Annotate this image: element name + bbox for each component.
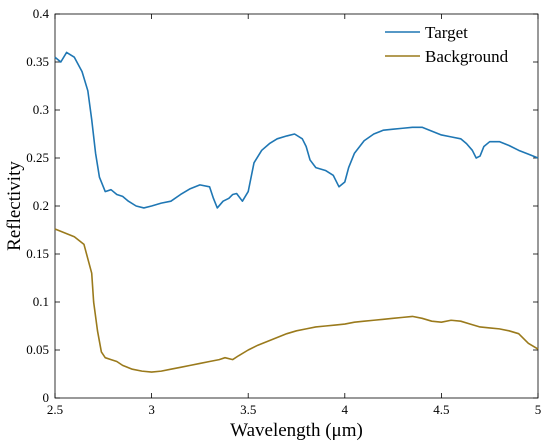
axes: 2.5 3 3.5 4 4.5 5 0 0.05 0.1 0.15 0.2 0.25 0.3 0.35 0.…	[26, 6, 541, 417]
x-tick-label: 4.5	[433, 402, 449, 417]
series-line-target	[54, 51, 539, 209]
y-tick-label: 0.1	[33, 294, 49, 309]
legend-label-background: Background	[425, 47, 509, 66]
y-axis-label: Reflectivity	[4, 161, 25, 251]
y-tick-label: 0.25	[26, 150, 49, 165]
y-tick-label: 0.35	[26, 54, 49, 69]
y-tick-label: 0.3	[33, 102, 49, 117]
x-tick-label: 3	[148, 402, 155, 417]
series-layer	[54, 51, 539, 373]
series-line-background	[54, 228, 539, 373]
plot-frame	[54, 13, 539, 399]
y-tick-label: 0.15	[26, 246, 49, 261]
y-tick-label: 0.05	[26, 342, 49, 357]
y-tick-label: 0.4	[33, 6, 50, 21]
y-tick-label: 0.2	[33, 198, 49, 213]
x-tick-label: 2.5	[47, 402, 63, 417]
y-tick-label: 0	[43, 390, 50, 405]
x-tick-label: 3.5	[240, 402, 256, 417]
x-axis-label: Wavelength (μm)	[230, 420, 363, 441]
legend-label-target: Target	[425, 23, 468, 42]
x-tick-label: 4	[342, 402, 349, 417]
legend: Target Background	[385, 23, 509, 66]
x-tick-label: 5	[535, 402, 542, 417]
